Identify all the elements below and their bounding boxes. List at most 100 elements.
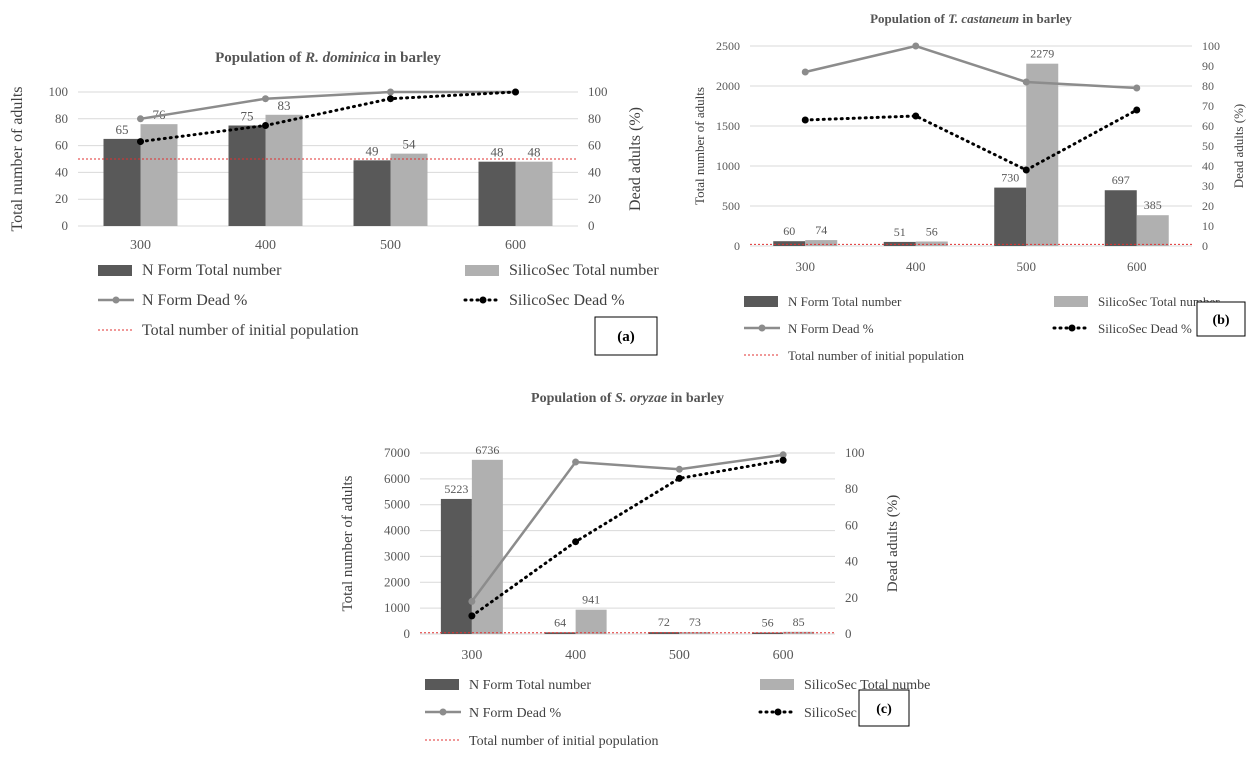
nform-dead-line	[804, 44, 1138, 90]
line-point	[1133, 84, 1141, 92]
y2-tick-label: 20	[1202, 199, 1214, 213]
panel-label: (c)	[876, 702, 892, 717]
legend-item: SilicoSec Total number	[1054, 294, 1220, 309]
bar	[648, 632, 680, 634]
legend-marker	[112, 296, 120, 304]
legend-marker	[479, 296, 487, 304]
data-label: 72	[658, 615, 670, 629]
legend-item: Total number of initial population	[425, 734, 659, 749]
legend-marker	[439, 708, 447, 716]
y-tick-label: 5000	[384, 497, 410, 512]
legend-label: N Form Dead %	[788, 321, 874, 336]
legend-item: N Form Total number	[98, 262, 282, 279]
chart-title-suffix: in barley	[1019, 11, 1072, 26]
y2-tick-label: 40	[845, 554, 858, 569]
data-label: 74	[815, 223, 827, 237]
legend-label: SilicoSec Dead %	[509, 292, 625, 309]
y-tick-label: 2000	[716, 79, 740, 93]
data-label: 65	[116, 122, 129, 137]
data-label: 85	[793, 615, 805, 629]
y2-axis-title: Dead adults (%)	[1231, 104, 1246, 188]
data-label: 75	[241, 109, 254, 124]
y-tick-label: 20	[55, 191, 68, 206]
y-tick-label: 0	[404, 626, 411, 641]
line-point	[572, 538, 580, 546]
y-tick-label: 2500	[716, 39, 740, 53]
legend-item: SilicoSec Total number	[465, 262, 659, 279]
bar	[915, 241, 948, 246]
line-point	[675, 465, 683, 473]
y2-tick-label: 60	[588, 138, 601, 153]
y-tick-label: 60	[55, 138, 68, 153]
data-label: 48	[528, 145, 541, 160]
data-label: 2279	[1030, 47, 1054, 61]
data-label: 49	[366, 143, 379, 158]
y2-tick-label: 40	[1202, 159, 1214, 173]
data-label: 73	[689, 615, 701, 629]
y2-tick-label: 60	[1202, 119, 1214, 133]
y2-tick-label: 0	[1202, 239, 1208, 253]
silicosec-dead-line	[139, 90, 517, 144]
bar	[440, 498, 472, 634]
line-point	[675, 474, 683, 482]
y2-tick-label: 100	[588, 84, 608, 99]
data-label: 60	[783, 224, 795, 238]
line-point	[1133, 106, 1141, 114]
data-label: 385	[1144, 198, 1162, 212]
line-point	[912, 42, 920, 50]
line-point	[779, 451, 787, 459]
legend-swatch	[744, 296, 778, 307]
y2-tick-label: 0	[588, 218, 595, 233]
bar	[390, 153, 428, 226]
chart-title: Population of T. castaneum in barley	[870, 11, 1072, 26]
y-tick-label: 40	[55, 164, 68, 179]
x-tick-label: 500	[1017, 259, 1037, 274]
legend-item: SilicoSec Dead %	[463, 292, 625, 309]
chart-title-suffix: in barley	[380, 50, 441, 66]
chart-title-prefix: Population of	[215, 50, 305, 66]
data-label: 64	[554, 615, 566, 629]
y-tick-label: 80	[55, 111, 68, 126]
line-point	[801, 116, 809, 124]
line-point	[1022, 78, 1030, 86]
line-point	[468, 612, 476, 620]
y2-tick-label: 20	[845, 590, 858, 605]
data-label: 48	[491, 145, 504, 160]
y-axis-title: Total number of adults	[340, 475, 356, 611]
data-label: 941	[582, 593, 600, 607]
y-tick-label: 0	[734, 239, 740, 253]
bar	[515, 161, 553, 226]
chart-panel-a: Population of R. dominica in barley 0 20 40…	[0, 0, 668, 380]
bar	[1104, 190, 1137, 246]
legend-label: Total number of initial population	[788, 348, 965, 363]
line-point	[779, 456, 787, 464]
legend-marker	[774, 708, 782, 716]
y-tick-label: 3000	[384, 548, 410, 563]
y-tick-label: 1000	[716, 159, 740, 173]
y2-tick-label: 100	[1202, 39, 1220, 53]
silicosec-dead-line	[803, 108, 1139, 172]
chart-title: Population of R. dominica in barley	[215, 50, 441, 66]
bar	[103, 138, 141, 226]
legend-label: N Form Dead %	[469, 706, 561, 721]
chart-title: Population of S. oryzae in barley	[531, 391, 724, 406]
bar	[353, 160, 391, 226]
y-axis-title: Total number of adults	[692, 87, 707, 205]
y2-tick-label: 10	[1202, 219, 1214, 233]
bar	[265, 114, 303, 226]
chart-title-prefix: Population of	[870, 11, 948, 26]
bar	[752, 632, 784, 634]
data-label: 54	[403, 137, 417, 152]
legend-label: Total number of initial population	[469, 734, 659, 749]
chart-svg-0: Population of R. dominica in barley 0 20 40…	[9, 50, 659, 356]
y2-tick-label: 80	[845, 481, 858, 496]
y-axis-title: Total number of adults	[9, 86, 26, 231]
y2-axis-title: Dead adults (%)	[627, 107, 644, 211]
line-point	[468, 597, 476, 605]
y2-tick-label: 20	[588, 191, 601, 206]
bar	[773, 241, 806, 246]
legend-item: N Form Dead %	[98, 292, 247, 309]
legend-swatch	[760, 679, 794, 690]
y-tick-label: 100	[49, 84, 69, 99]
y2-tick-label: 90	[1202, 59, 1214, 73]
